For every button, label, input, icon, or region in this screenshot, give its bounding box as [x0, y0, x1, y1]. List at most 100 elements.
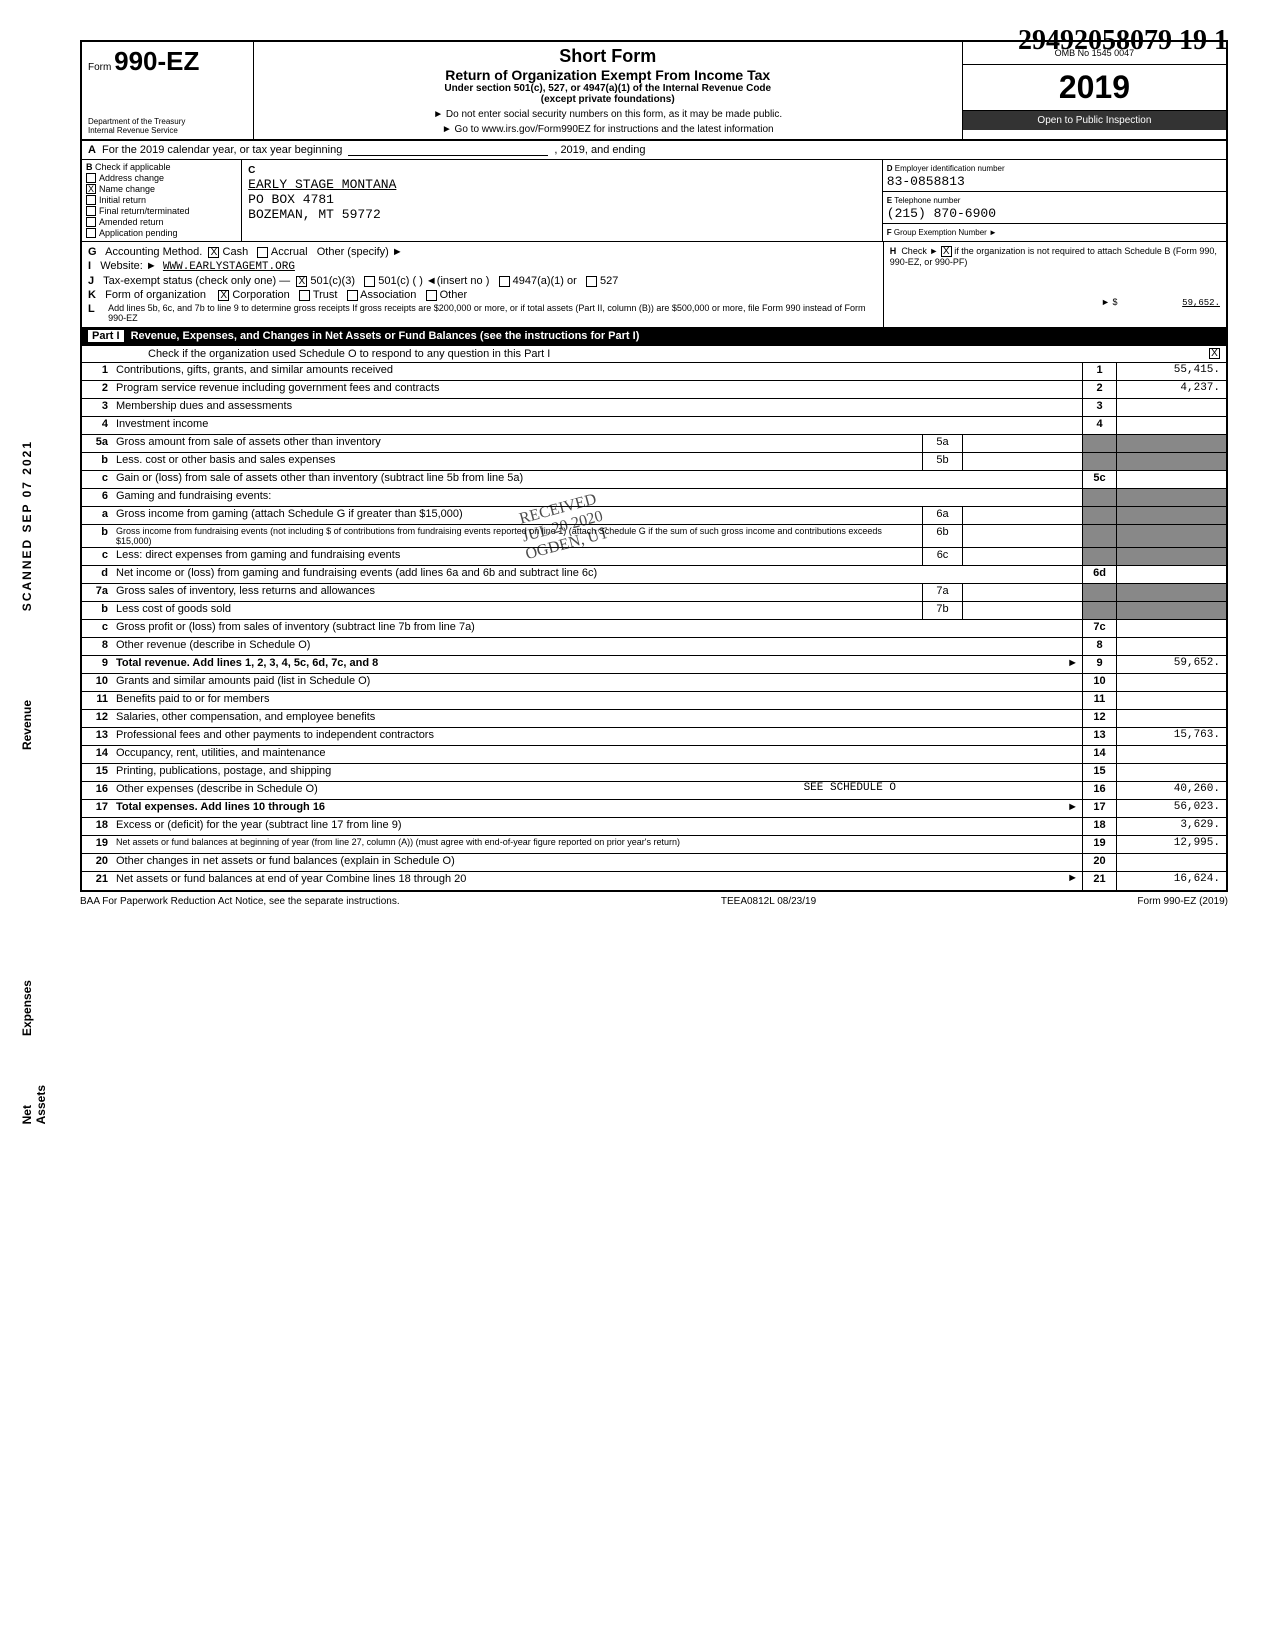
- chk-application-pending[interactable]: [86, 228, 96, 238]
- part1-title: Revenue, Expenses, and Changes in Net As…: [131, 330, 640, 342]
- lbl-initial-return: Initial return: [99, 195, 146, 205]
- line19-val: 12,995.: [1116, 836, 1226, 853]
- chk-part1-schedule-o[interactable]: X: [1209, 348, 1220, 359]
- form-number: Form 990-EZ: [88, 46, 247, 77]
- line10-desc: Grants and similar amounts paid (list in…: [112, 674, 1082, 691]
- line6c-amt[interactable]: [962, 548, 1082, 565]
- line7b-amt[interactable]: [962, 602, 1082, 619]
- dept-treasury: Department of the Treasury: [88, 117, 247, 126]
- line4-val: [1116, 417, 1226, 434]
- line8-val: [1116, 638, 1226, 655]
- line3-val: [1116, 399, 1226, 416]
- line12-num: 12: [1082, 710, 1116, 727]
- chk-501c3[interactable]: X: [296, 276, 307, 287]
- line20-val: [1116, 854, 1226, 871]
- opt-other: Other (specify) ►: [317, 246, 403, 258]
- ein-value: 83-0858813: [887, 174, 965, 189]
- website-value: WWW.EARLYSTAGEMT.ORG: [163, 261, 295, 273]
- line5a-amt[interactable]: [962, 435, 1082, 452]
- line11-num: 11: [1082, 692, 1116, 709]
- chk-assoc[interactable]: [347, 290, 358, 301]
- line5b-shade: [1082, 453, 1116, 470]
- line10-val: [1116, 674, 1226, 691]
- line5a-box: 5a: [922, 435, 962, 452]
- line6b-shadeval: [1116, 525, 1226, 547]
- chk-trust[interactable]: [299, 290, 310, 301]
- row-l-text: Add lines 5b, 6c, and 7b to line 9 to de…: [108, 303, 877, 323]
- line13-desc: Professional fees and other payments to …: [112, 728, 1082, 745]
- line21-arrow: ►: [1067, 872, 1082, 890]
- chk-accrual[interactable]: [257, 247, 268, 258]
- chk-final-return[interactable]: [86, 206, 96, 216]
- line7a-amt[interactable]: [962, 584, 1082, 601]
- part1-schedule-o-note: Check if the organization used Schedule …: [88, 348, 550, 360]
- chk-amended-return[interactable]: [86, 217, 96, 227]
- line6a-amt[interactable]: [962, 507, 1082, 524]
- row-h-note: if the organization is not required to a…: [890, 246, 1217, 267]
- form-prefix: Form: [88, 62, 111, 73]
- chk-no-sched-b[interactable]: X: [941, 246, 952, 257]
- phone-label: Telephone number: [894, 196, 960, 205]
- line17-val: 56,023.: [1116, 800, 1226, 817]
- line9-desc: Total revenue. Add lines 1, 2, 3, 4, 5c,…: [116, 657, 378, 669]
- line6a-shadeval: [1116, 507, 1226, 524]
- line12-val: [1116, 710, 1226, 727]
- chk-501c[interactable]: [364, 276, 375, 287]
- vlabel-expenses: Expenses: [20, 980, 34, 1036]
- note-url: ► Go to www.irs.gov/Form990EZ for instru…: [262, 124, 954, 135]
- line6b-shade: [1082, 525, 1116, 547]
- chk-address-change[interactable]: [86, 173, 96, 183]
- line5c-desc: Gain or (loss) from sale of assets other…: [112, 471, 1082, 488]
- line6b-box: 6b: [922, 525, 962, 547]
- chk-527[interactable]: [586, 276, 597, 287]
- chk-cash[interactable]: X: [208, 247, 219, 258]
- line2-desc: Program service revenue including govern…: [112, 381, 1082, 398]
- line5b-shadeval: [1116, 453, 1226, 470]
- chk-initial-return[interactable]: [86, 195, 96, 205]
- line6a-shade: [1082, 507, 1116, 524]
- chk-corp[interactable]: X: [218, 290, 229, 301]
- line20-desc: Other changes in net assets or fund bala…: [112, 854, 1082, 871]
- chk-name-change[interactable]: X: [86, 184, 96, 194]
- row-a-begin-blank[interactable]: [348, 144, 548, 156]
- chk-other-org[interactable]: [426, 290, 437, 301]
- row-g-text: Accounting Method.: [105, 246, 202, 258]
- form-num-value: 990-EZ: [114, 46, 199, 76]
- line5c-val: [1116, 471, 1226, 488]
- line18-val: 3,629.: [1116, 818, 1226, 835]
- scanned-stamp: SCANNED SEP 07 2021: [20, 440, 34, 611]
- label-l: L: [88, 303, 102, 323]
- tax-year: 2019: [963, 65, 1226, 111]
- line7c-desc: Gross profit or (loss) from sales of inv…: [112, 620, 1082, 637]
- label-a: A: [88, 144, 102, 156]
- label-g: G: [88, 246, 97, 258]
- opt-cash: Cash: [223, 246, 249, 258]
- line7b-desc: Less cost of goods sold: [112, 602, 922, 619]
- line13-val: 15,763.: [1116, 728, 1226, 745]
- line9-num: 9: [1082, 656, 1116, 673]
- subtitle-section: Under section 501(c), 527, or 4947(a)(1)…: [262, 83, 954, 94]
- line6b-amt[interactable]: [962, 525, 1082, 547]
- open-public-stamp: Open to Public Inspection: [963, 111, 1226, 130]
- line14-val: [1116, 746, 1226, 763]
- line19-num: 19: [1082, 836, 1116, 853]
- label-h: H: [890, 246, 897, 256]
- row-a-text2: , 2019, and ending: [554, 144, 645, 156]
- line5b-amt[interactable]: [962, 453, 1082, 470]
- line7a-box: 7a: [922, 584, 962, 601]
- row-l-arrow: ► $: [1101, 297, 1117, 307]
- line9-val: 59,652.: [1116, 656, 1226, 673]
- line7a-desc: Gross sales of inventory, less returns a…: [112, 584, 922, 601]
- chk-4947[interactable]: [499, 276, 510, 287]
- line15-num: 15: [1082, 764, 1116, 781]
- line6d-num: 6d: [1082, 566, 1116, 583]
- line15-val: [1116, 764, 1226, 781]
- line7a-shade: [1082, 584, 1116, 601]
- line17-num: 17: [1082, 800, 1116, 817]
- line7a-shadeval: [1116, 584, 1226, 601]
- footer-left: BAA For Paperwork Reduction Act Notice, …: [80, 896, 400, 907]
- line21-num: 21: [1082, 872, 1116, 890]
- opt-accrual: Accrual: [271, 246, 308, 258]
- line11-val: [1116, 692, 1226, 709]
- line16-num: 16: [1082, 782, 1116, 799]
